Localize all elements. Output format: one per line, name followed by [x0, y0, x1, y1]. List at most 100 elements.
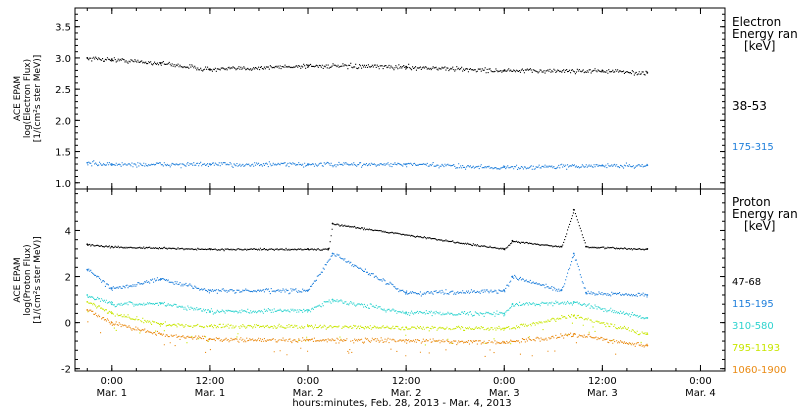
- data-point: [307, 247, 309, 250]
- y-tick-label: 2.0: [55, 116, 71, 127]
- series-310-580: [86, 294, 649, 320]
- data-point: [585, 291, 587, 294]
- series-795-1193: [86, 300, 649, 346]
- data-point: [209, 325, 211, 327]
- data-point: [86, 57, 89, 59]
- x-axis-title: hours:minutes, Feb. 28, 2013 - Mar. 4, 2…: [292, 398, 511, 409]
- data-point: [86, 243, 89, 246]
- data-point: [405, 311, 408, 314]
- data-point: [159, 322, 162, 325]
- data-point: [572, 300, 575, 303]
- data-point: [646, 294, 649, 296]
- data-point: [209, 163, 211, 165]
- data-point: [307, 289, 309, 292]
- data-point: [572, 333, 575, 336]
- legend-entry: 38-53: [732, 99, 767, 113]
- data-point: [86, 161, 89, 164]
- y-axis-label-line: log(Proton Flux): [23, 244, 33, 315]
- x-tick-label-date: Mar. 3: [489, 388, 520, 399]
- data-point: [86, 300, 89, 303]
- legend-title-line: Electron: [732, 15, 781, 29]
- data-point: [331, 252, 334, 255]
- data-point: [405, 65, 408, 68]
- legend-entry: 175-315: [732, 142, 774, 153]
- series-175-315-points: [87, 160, 648, 170]
- y-axis-label-line: ACE EPAM: [13, 257, 23, 302]
- y-tick-label: 2: [65, 273, 71, 284]
- data-point: [110, 163, 113, 165]
- data-point: [405, 338, 408, 341]
- data-point: [503, 166, 506, 169]
- series-175-315: [86, 160, 649, 170]
- x-tick-label-date: Mar. 3: [587, 388, 618, 399]
- data-point: [159, 333, 162, 336]
- legend-entry: 1060-1900: [732, 365, 787, 376]
- data-point: [560, 245, 563, 248]
- data-point: [331, 222, 334, 225]
- data-point: [601, 164, 604, 167]
- data-point: [86, 309, 89, 311]
- y-tick-label: 3.0: [55, 54, 71, 65]
- data-point: [503, 341, 506, 344]
- data-point: [511, 275, 514, 278]
- data-point: [307, 309, 309, 311]
- data-point: [331, 298, 334, 301]
- y-axis-label-line: log(Electron Flux): [23, 59, 33, 138]
- series-310-580-points: [87, 295, 648, 320]
- data-point: [503, 327, 506, 330]
- proton-plot-frame: [74, 188, 726, 372]
- data-point: [209, 289, 211, 292]
- data-point: [159, 62, 162, 64]
- data-point: [646, 317, 649, 319]
- x-tick-label-date: Mar. 2: [391, 388, 422, 399]
- x-tick-label-time: 12:00: [392, 376, 421, 387]
- y-tick-label: 4: [65, 226, 71, 237]
- data-point: [209, 310, 211, 313]
- series-38-53: [86, 56, 649, 76]
- x-tick-label-time: 0:00: [101, 376, 123, 387]
- series-38-53-points: [87, 56, 648, 76]
- y-tick-label: -2: [61, 365, 71, 376]
- data-point: [572, 208, 575, 211]
- x-tick-label-date: Mar. 2: [293, 388, 324, 399]
- legend-entry: 47-68: [732, 277, 761, 288]
- y-axis-label-line: [1/(cm²s ster MeV)]: [33, 236, 43, 323]
- legend-entry: 115-195: [732, 299, 774, 310]
- series-115-195: [86, 252, 649, 298]
- x-tick-label-date: Mar. 1: [195, 388, 226, 399]
- data-point: [86, 268, 89, 271]
- data-point: [646, 72, 649, 74]
- data-point: [110, 287, 113, 289]
- y-tick-label: 0: [65, 319, 71, 330]
- y-axis-label-line: ACE EPAM: [13, 76, 23, 121]
- data-point: [327, 247, 330, 250]
- data-point: [503, 289, 506, 292]
- series-47-68-points: [87, 209, 648, 252]
- legend-title-line: [keV]: [744, 219, 775, 233]
- data-point: [110, 245, 113, 248]
- y-tick-label: 1.5: [55, 148, 71, 159]
- x-tick-label-time: 12:00: [588, 376, 617, 387]
- y-tick-label: 1.0: [55, 179, 71, 190]
- electron-panel: 1.0 1.5 2.0 2.5 3.0 3.5 ACE EPAM log(Electron F…: [13, 7, 798, 190]
- x-tick-label-date: Mar. 4: [685, 388, 716, 399]
- data-point: [405, 326, 408, 329]
- x-tick-label-time: 12:00: [195, 376, 224, 387]
- data-point: [646, 333, 649, 336]
- data-point: [209, 68, 211, 71]
- data-point: [511, 303, 514, 306]
- legend-title-line: [keV]: [744, 39, 775, 53]
- data-point: [572, 314, 575, 317]
- legend-entry: 310-580: [732, 321, 774, 332]
- data-point: [307, 64, 309, 67]
- legend-entry: 795-1193: [732, 343, 780, 354]
- data-point: [646, 247, 649, 250]
- data-point: [209, 337, 211, 340]
- series-115-195-points: [87, 253, 648, 298]
- series-1060-1900: [86, 309, 649, 357]
- data-point: [307, 163, 309, 165]
- data-point: [209, 247, 211, 250]
- data-point: [405, 163, 408, 165]
- data-point: [503, 69, 506, 72]
